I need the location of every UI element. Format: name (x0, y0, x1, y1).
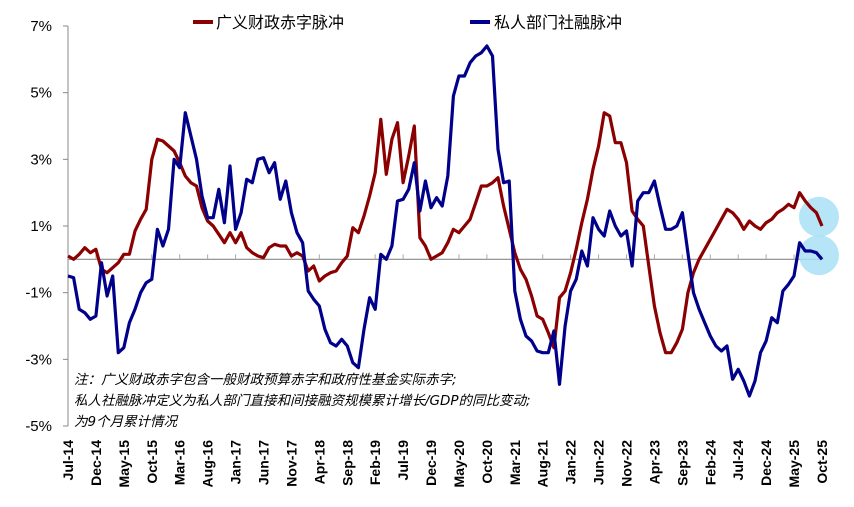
x-tick-label: Jan-22 (563, 440, 579, 485)
axes: 7% 5% 3% 1% -1% -3% -5% Jul-14 Dec-14 May-15 Oct-1… (25, 18, 830, 487)
y-tick-label: 3% (30, 151, 52, 168)
x-tick-label: Sep-23 (674, 440, 690, 486)
x-tick-label: Mar-21 (507, 440, 523, 485)
x-tick-label: Jul-19 (395, 440, 411, 481)
x-tick-label: Apr-18 (311, 440, 327, 485)
x-tick-label: Nov-17 (283, 440, 299, 487)
highlights (798, 196, 839, 276)
x-tick-label: Jul-24 (730, 440, 746, 481)
x-tick-label: Oct-25 (814, 440, 830, 484)
x-tick-label: Oct-15 (144, 440, 160, 484)
x-tick-label: Jan-17 (228, 440, 244, 485)
legend-label-fiscal: 广义财政赤字脉冲 (216, 13, 344, 32)
y-tick-label: -3% (25, 351, 52, 368)
y-tick-label: -5% (25, 418, 52, 435)
x-tick-label: May-25 (786, 440, 802, 488)
x-tick-label: Sep-18 (339, 440, 355, 486)
x-tick-label: Nov-22 (619, 440, 635, 487)
x-tick-label: Dec-14 (88, 440, 104, 486)
series-line-private-credit-pulse (67, 44, 824, 398)
y-tick-label: 7% (30, 18, 52, 35)
x-tick-label: May-20 (451, 440, 467, 488)
series-line-fiscal-deficit-pulse (67, 111, 824, 355)
y-tick-label: 5% (30, 85, 52, 102)
x-tick-label: Apr-23 (646, 440, 662, 485)
x-tick-label: May-15 (116, 440, 132, 488)
note-line-3: 为9个月累计情况 (74, 414, 178, 430)
x-tick-label: Feb-24 (702, 440, 718, 485)
x-tick-label: Mar-16 (172, 440, 188, 485)
x-tick-label: Aug-21 (535, 440, 551, 488)
x-tick-label: Jul-14 (60, 440, 76, 481)
x-tick-label: Jun-17 (255, 440, 271, 485)
series-lines (67, 44, 824, 398)
legend-label-private: 私人部门社融脉冲 (494, 13, 622, 32)
x-tick-label: Oct-20 (479, 440, 495, 484)
legend: 广义财政赤字脉冲 私人部门社融脉冲 (193, 13, 622, 32)
y-tick-label: 1% (30, 218, 52, 235)
y-tick-label: -1% (25, 285, 52, 302)
x-tick-label: Aug-16 (200, 440, 216, 488)
note-line-2: 私人社融脉冲定义为私人部门直接和间接融资规模累计增长/GDP的同比变动; (74, 393, 531, 409)
x-tick-label: Dec-19 (423, 440, 439, 486)
x-tick-label: Feb-19 (367, 440, 383, 485)
x-tick-label: Dec-24 (758, 440, 774, 486)
note-line-1: 注：广义财政赤字包含一般财政预算赤字和政府性基金实际赤字; (74, 372, 457, 388)
x-tick-label: Jun-22 (591, 440, 607, 485)
